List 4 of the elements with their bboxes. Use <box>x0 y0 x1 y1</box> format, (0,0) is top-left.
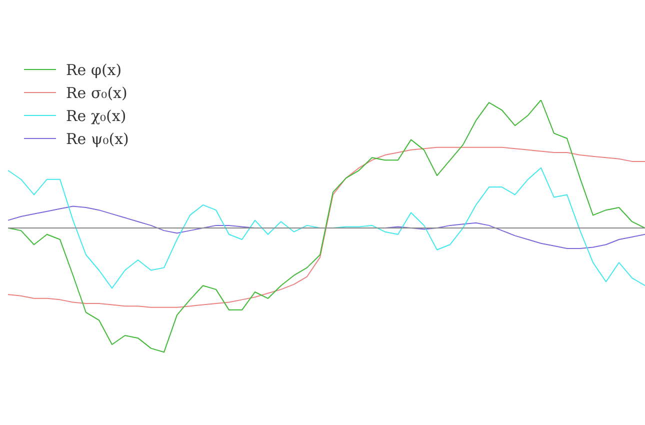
legend-label: Re ψ₀(x) <box>66 130 129 148</box>
legend-label: Re χ₀(x) <box>66 106 126 124</box>
legend-label: Re φ(x) <box>66 60 122 78</box>
legend-label: Re σ₀(x) <box>66 84 128 102</box>
